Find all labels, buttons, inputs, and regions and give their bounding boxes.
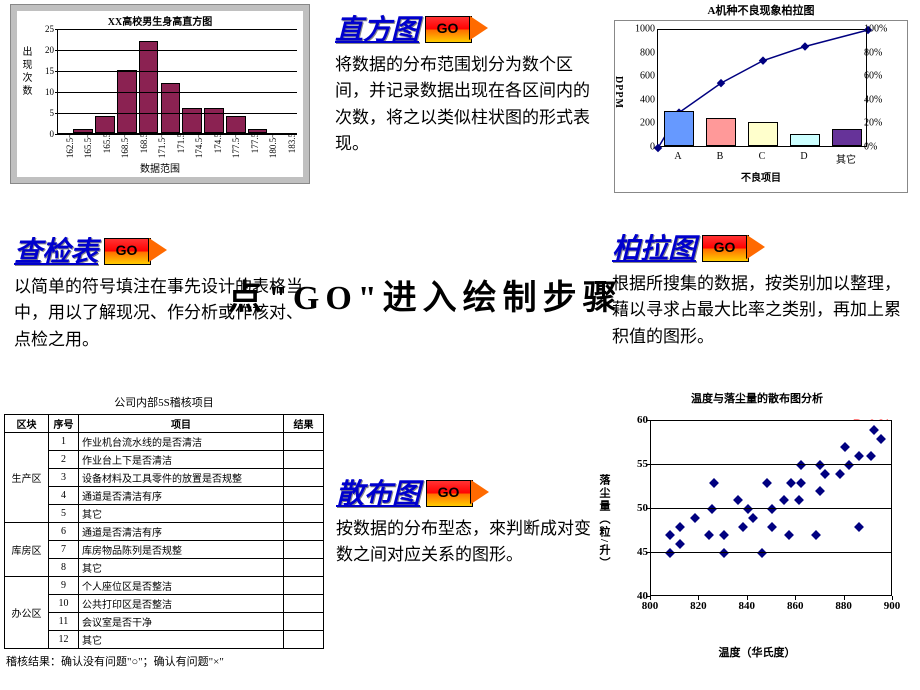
pareto-xlabel: 不良项目 [615,169,907,184]
scatter-point [690,513,700,523]
scatter-point [767,504,777,514]
scatter-point [748,513,758,523]
go-button-scatter[interactable]: GO [426,480,490,505]
pareto-chart: A机种不良现象柏拉图 DPPM 020040060080010000%20%40… [610,2,912,197]
pareto-desc-text: 根据所搜集的数据，按类别加以整理，藉以寻求占最大比率之类别，再加上累积值的图形。 [612,271,912,350]
histogram-bar [139,41,159,133]
table-row: 4通道是否清洁有序 [5,487,324,505]
scatter-point [811,530,821,540]
pareto-ylabel: DPPM [613,76,624,109]
histogram-bar [204,108,224,133]
scatter-point [876,434,886,444]
scatter-point [757,548,767,558]
scatter-point [796,478,806,488]
table-row: 7库房物品陈列是否规整 [5,541,324,559]
pareto-description: 柏拉图 GO 根据所搜集的数据，按类别加以整理，藉以寻求占最大比率之类别，再加上… [612,227,912,350]
scatter-point [779,495,789,505]
scatter-title: 温度与落尘量的散布图分析 [596,390,918,406]
scatter-point [820,469,830,479]
scatter-point [665,530,675,540]
scatter-point [733,495,743,505]
scatter-point [854,522,864,532]
pareto-bar [790,134,820,146]
pareto-bar [664,111,694,146]
pareto-bar [706,118,736,146]
scatter-point [762,478,772,488]
histogram-bar [117,70,137,133]
checksheet-heading: 查检表 [14,230,98,270]
check-table-footer: 稽核结果：确认没有问题"○"；确认有问题"×" [4,649,324,673]
check-table-title: 公司内部5S稽核项目 [4,390,324,414]
scatter-ylabel: 落尘量（粒/升） [596,474,612,570]
scatter-point [835,469,845,479]
scatter-point [719,548,729,558]
scatter-point [704,530,714,540]
histogram-bar [161,83,181,133]
histogram-description: 直方图 GO 将数据的分布范围划分为数个区间，并记录数据出现在各区间内的次数，将… [335,8,595,157]
table-row: 库房区6通道是否清洁有序 [5,523,324,541]
histogram-chart: XX高校男生身高直方图 出现次数 162.5~165.5~165.5168.5~… [10,4,310,184]
table-row: 生产区1作业机台流水线的是否清洁 [5,433,324,451]
histogram-plot [57,29,297,134]
scatter-point [840,442,850,452]
histogram-bar [182,108,202,133]
scatter-description: 散布图 GO 按数据的分布型态，來判断成对变数之间对应关系的图形。 [336,472,596,569]
scatter-point [675,522,685,532]
table-row: 3设备材料及工具零件的放置是否规整 [5,469,324,487]
scatter-chart: 温度与落尘量的散布图分析 R=0.81 落尘量（粒/升） 40455055608… [596,390,918,670]
go-button-checksheet[interactable]: GO [104,238,168,263]
histogram-bar [95,116,115,133]
scatter-xlabel: 温度（华氏度） [596,644,918,660]
pareto-bar [832,129,862,146]
histogram-desc-text: 将数据的分布范围划分为数个区间，并记录数据出现在各区间内的次数，将之以类似柱状图… [335,52,595,157]
scatter-point [794,495,804,505]
scatter-point [815,486,825,496]
scatter-desc-text: 按数据的分布型态，來判断成对变数之间对应关系的图形。 [336,516,596,569]
scatter-point [738,522,748,532]
pareto-heading: 柏拉图 [612,227,696,267]
scatter-point [767,522,777,532]
pareto-bar [748,122,778,146]
check-table: 公司内部5S稽核项目 区块序号项目结果 生产区1作业机台流水线的是否清洁2作业台… [4,390,324,673]
table-row: 12其它 [5,631,324,649]
table-row: 办公区9个人座位区是否整洁 [5,577,324,595]
table-row: 8其它 [5,559,324,577]
scatter-heading: 散布图 [336,472,420,512]
instruction-banner: 点"GO"进入绘制步骤 [228,270,623,319]
table-row: 11会议室是否干净 [5,613,324,631]
scatter-point [743,504,753,514]
scatter-point [866,451,876,461]
check-table-grid: 区块序号项目结果 生产区1作业机台流水线的是否清洁2作业台上下是否清洁3设备材料… [4,414,324,649]
table-row: 5其它 [5,505,324,523]
scatter-point [707,504,717,514]
histogram-title: XX高校男生身高直方图 [17,11,303,28]
scatter-point [665,548,675,558]
scatter-point [784,530,794,540]
table-row: 2作业台上下是否清洁 [5,451,324,469]
scatter-point [709,478,719,488]
scatter-point [854,451,864,461]
go-button-histogram[interactable]: GO [425,16,489,41]
scatter-point [719,530,729,540]
scatter-point [844,460,854,470]
histogram-heading: 直方图 [335,8,419,48]
pareto-plot [657,29,867,147]
scatter-point [796,460,806,470]
scatter-point [675,539,685,549]
histogram-ylabel: 出现次数 [18,46,33,98]
pareto-title: A机种不良现象柏拉图 [610,2,912,18]
go-button-pareto[interactable]: GO [702,235,766,260]
histogram-bar [226,116,246,133]
histogram-xlabel: 数据范围 [17,160,303,175]
scatter-point [869,425,879,435]
table-row: 10公共打印区是否整洁 [5,595,324,613]
